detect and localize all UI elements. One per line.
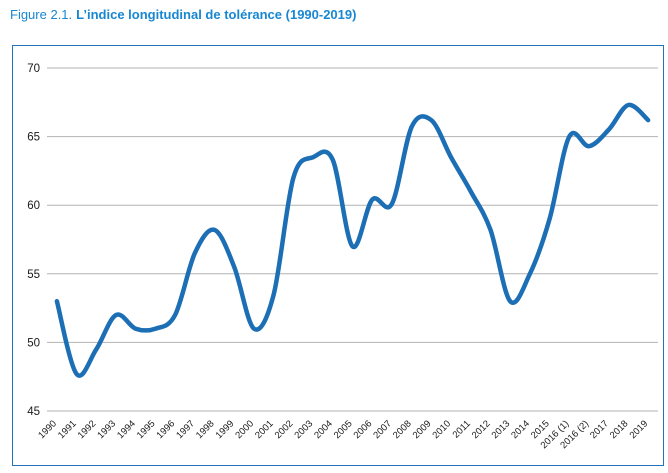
y-axis-tick-label: 50: [27, 337, 40, 349]
x-axis-tick-label: 2012: [470, 418, 493, 441]
x-axis-tick-label: 2001: [253, 418, 276, 441]
x-axis-tick-label: 2018: [608, 418, 631, 441]
x-axis-tick-label: 2010: [430, 418, 453, 441]
x-axis-tick-label: 2014: [509, 418, 532, 441]
x-axis-tick-label: 1996: [155, 418, 178, 441]
x-axis-tick-label: 2019: [628, 418, 651, 441]
x-axis-tick-label: 1997: [174, 418, 197, 441]
x-axis-tick-label: 1993: [95, 418, 118, 441]
x-axis-tick-label: 2000: [233, 418, 256, 441]
tolerance-index-line: [54, 102, 651, 378]
y-axis-tick-label: 65: [27, 132, 40, 144]
x-axis-tick-label: 1998: [194, 418, 217, 441]
x-axis-tick-label: 2011: [451, 418, 473, 440]
y-axis-tick-label: 45: [27, 406, 40, 418]
figure-title: Figure 2.1. L’indice longitudinal de tolé…: [10, 7, 356, 23]
x-axis-tick-label: 2005: [332, 418, 355, 441]
figure-title-main: L’indice longitudinal de tolérance (1990…: [76, 7, 357, 22]
x-axis-tick-label: 2017: [588, 418, 611, 441]
y-axis-tick-label: 55: [27, 269, 40, 281]
x-axis-tick-label: 2013: [490, 418, 513, 441]
figure-title-prefix: Figure 2.1.: [10, 7, 73, 22]
y-axis-tick-label: 60: [27, 200, 40, 212]
x-axis-tick-label: 1995: [135, 418, 158, 441]
x-axis-tick-label: 2007: [371, 418, 394, 441]
x-axis-tick-label: 2009: [411, 418, 434, 441]
x-axis-tick-label: 1994: [115, 418, 138, 441]
x-axis-tick-label: 2004: [312, 418, 335, 441]
x-axis-tick-label: 2006: [352, 418, 375, 441]
y-axis-tick-label: 70: [27, 63, 40, 75]
x-axis-tick-label: 1992: [76, 418, 99, 441]
x-axis-tick-label: 2003: [292, 418, 315, 441]
x-axis-tick-label: 1990: [36, 418, 59, 441]
x-axis-tick-label: 2002: [273, 418, 296, 441]
x-axis-tick-label: 1991: [56, 418, 79, 441]
x-axis-tick-label: 1999: [214, 418, 237, 441]
figure-box: 45 50 55 60 65 70 1990 1991 1992 1993 1994 1995 1996…: [12, 45, 664, 466]
x-axis-tick-label: 2008: [391, 418, 414, 441]
tolerance-line-chart: 45 50 55 60 65 70 1990199119921993199419951996…: [27, 63, 658, 451]
